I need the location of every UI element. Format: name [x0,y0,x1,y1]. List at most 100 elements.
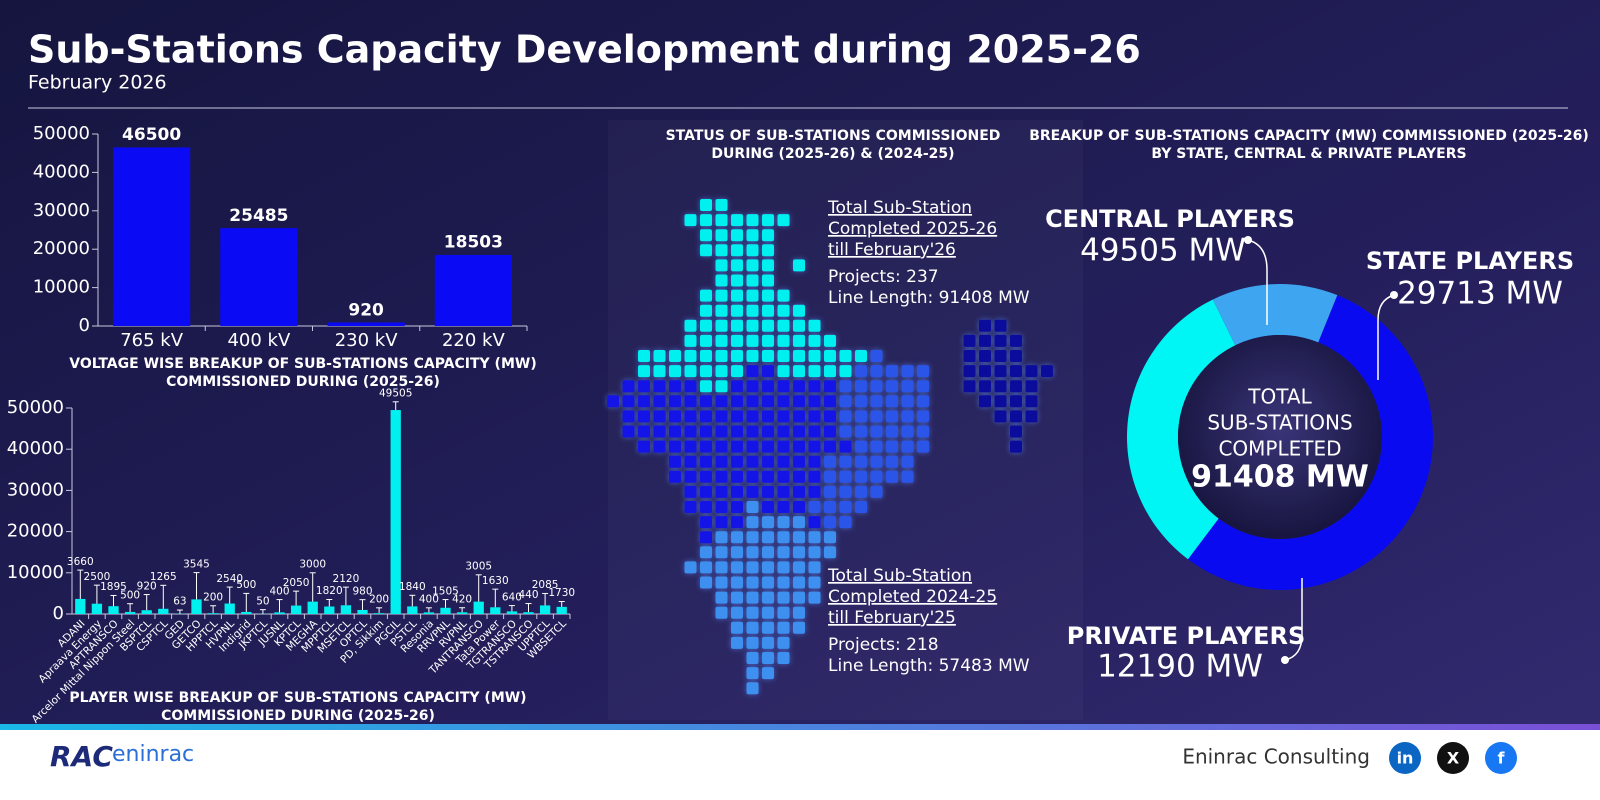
map-cell [1010,334,1022,347]
value-label: 2120 [333,573,360,585]
value-label: 500 [236,579,256,591]
social-icon-glyph[interactable]: f [1498,749,1506,768]
map-cell [808,485,821,498]
value-label: 400 [419,594,439,606]
map-cell [994,319,1007,332]
block-heading: till February'26 [828,240,956,260]
bar [91,603,103,614]
map-cell [901,425,914,438]
map-cell [824,531,836,544]
map-cell [762,380,774,393]
map-cell [839,380,852,393]
legend-label: PRIVATE PLAYERS [1067,622,1305,650]
bar [506,611,518,614]
map-cell [777,334,790,347]
map-cell [808,546,821,559]
value-label: 1505 [432,585,459,597]
map-cell [684,395,697,408]
map-cell [824,334,836,347]
social-icon[interactable] [1485,742,1517,774]
chart-title: COMMISSIONED DURING (2025-26) [161,708,435,724]
bar [423,612,435,614]
map-cell [808,576,821,589]
map-cell [731,501,743,513]
map-cell [777,380,790,393]
y-tick-label: 10000 [7,562,64,583]
map-cell [731,304,743,317]
map-cell [994,365,1007,378]
map-cell [700,470,712,483]
map-cell [870,350,883,362]
value-label: 25485 [229,206,288,226]
map-cell [715,425,728,438]
map-cell [855,455,867,468]
map-cell [731,334,743,347]
bar [274,612,285,614]
map-cell [1010,440,1022,453]
map-cell [746,274,759,287]
map-cell [684,334,697,347]
page-title: Sub-Stations Capacity Development during… [28,28,1141,72]
panel-title: DURING (2025-26) & (2024-25) [711,146,954,162]
map-cell [762,531,774,544]
bar [207,613,219,614]
map-cell [700,410,712,423]
logo-mark: RAC [50,740,113,773]
map-cell [684,425,697,438]
social-icon[interactable] [1437,742,1469,774]
map-cell [1025,380,1038,393]
map-cell [638,395,650,408]
map-cell [994,350,1007,362]
social-icon[interactable] [1389,742,1421,774]
map-cell [793,531,805,544]
map-cell [777,319,790,332]
map-cell [979,395,991,408]
map-cell [700,455,712,468]
map-cell [777,485,790,498]
map-cell [746,259,759,272]
social-icon-glyph[interactable]: X [1447,749,1460,768]
map-cell [824,380,836,393]
map-cell [715,591,728,604]
bar [191,599,202,614]
map-cell [777,606,790,619]
map-cell [762,546,774,559]
map-cell [746,440,759,453]
map-cell [638,365,650,378]
map-cell [855,425,867,438]
map-cell [901,380,914,393]
map-cell [731,289,743,302]
map-cell [824,350,836,362]
bar [307,601,318,614]
map-cell [808,516,821,529]
map-cell [731,546,743,559]
y-tick-label: 40000 [7,438,64,459]
social-icon-glyph[interactable]: in [1397,749,1414,768]
map-cell [808,319,821,332]
map-cell [824,470,836,483]
map-cell [731,395,743,408]
map-cell [1010,350,1022,362]
center-text: TOTAL [1247,385,1312,409]
map-cell [746,561,759,574]
map-cell [793,395,805,408]
map-cell [762,229,774,242]
map-cell [870,485,883,498]
map-cell [700,304,712,317]
map-cell [731,380,743,393]
map-cell [731,485,743,498]
map-cell [746,214,759,227]
map-cell [793,259,805,272]
map-cell [715,410,728,423]
bar [373,613,385,614]
map-cell [731,319,743,332]
map-cell [746,455,759,468]
map-cell [715,350,728,362]
map-cell [777,501,790,513]
map-cell [808,561,821,574]
map-cell [746,636,759,649]
x-tick-label: 765 kV [120,330,184,351]
map-cell [855,485,867,498]
